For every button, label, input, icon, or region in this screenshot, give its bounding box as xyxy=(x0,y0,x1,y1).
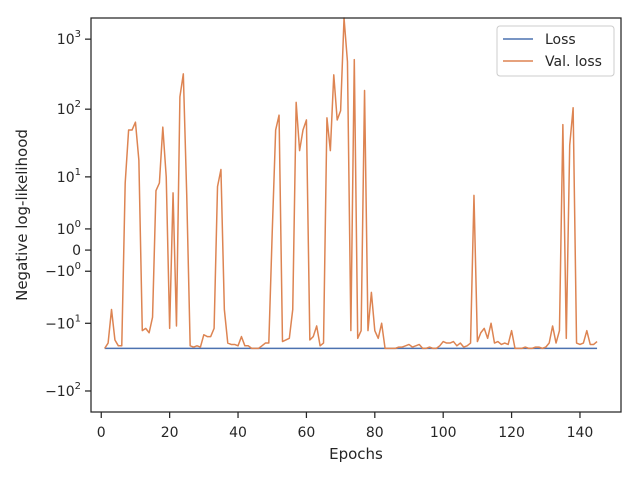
y-axis-ticks: 103 102 101 100 0 −100 −101 −102 xyxy=(45,29,91,400)
y-tick-label: −100 xyxy=(45,261,81,280)
x-tick-label: 60 xyxy=(298,425,316,441)
x-tick-label: 80 xyxy=(366,425,384,441)
x-axis-ticks: 0 20 40 60 80 100 120 140 xyxy=(97,412,594,441)
legend-label-loss: Loss xyxy=(545,32,576,48)
legend-label-val-loss: Val. loss xyxy=(545,54,602,70)
x-tick-label: 120 xyxy=(498,425,525,441)
x-tick-label: 40 xyxy=(229,425,247,441)
x-tick-label: 0 xyxy=(97,425,106,441)
legend: Loss Val. loss xyxy=(496,25,615,77)
y-tick-label: 0 xyxy=(72,243,81,259)
x-tick-label: 140 xyxy=(567,425,594,441)
x-tick-label: 100 xyxy=(430,425,457,441)
y-tick-label: −101 xyxy=(45,313,81,332)
x-axis-label: Epochs xyxy=(329,445,383,463)
y-tick-label: −102 xyxy=(45,381,81,400)
y-tick-label: 102 xyxy=(57,99,81,118)
series-layer xyxy=(104,17,598,350)
y-tick-label: 101 xyxy=(57,167,81,186)
y-tick-label: 103 xyxy=(57,29,81,48)
y-axis-label: Negative log-likelihood xyxy=(13,129,31,301)
x-tick-label: 20 xyxy=(161,425,179,441)
plot-frame xyxy=(90,17,622,413)
series-line-val-loss xyxy=(104,17,598,350)
y-tick-label: 100 xyxy=(57,219,81,238)
